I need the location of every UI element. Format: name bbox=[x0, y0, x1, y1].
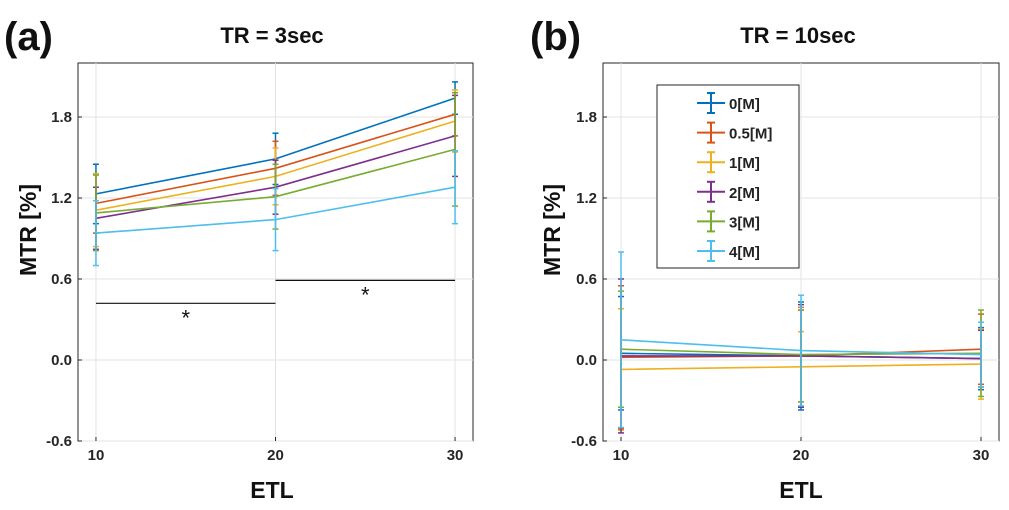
y-tick-label: 1.2 bbox=[51, 190, 72, 207]
y-tick-label: 1.8 bbox=[51, 109, 72, 126]
legend-item: 0.5[M] bbox=[697, 121, 772, 144]
panel-b-title: TR = 10sec bbox=[740, 23, 856, 48]
panel-a-xlabel: ETL bbox=[250, 477, 293, 503]
y-tick-label: 0.0 bbox=[51, 352, 72, 369]
panel-b: (b) TR = 10sec ETL MTR [%] -0.6 0.0 0.6 1.2… bbox=[530, 15, 1000, 503]
x-tick-label: 10 bbox=[88, 447, 105, 464]
y-tick-label: 1.8 bbox=[576, 109, 597, 126]
legend-item: 1[M] bbox=[697, 151, 760, 174]
legend-item: 3[M] bbox=[697, 210, 760, 233]
legend-label: 0[M] bbox=[729, 96, 760, 113]
data-point bbox=[800, 349, 802, 352]
panel-a-label: (a) bbox=[4, 15, 53, 59]
legend-label: 2[M] bbox=[729, 185, 760, 202]
panel-b-xlabel: ETL bbox=[779, 477, 822, 503]
series-4[M] bbox=[92, 150, 459, 267]
significance-star: * bbox=[361, 282, 370, 307]
legend-label: 3[M] bbox=[729, 214, 760, 231]
x-tick-label: 10 bbox=[613, 447, 630, 464]
y-tick-label: -0.6 bbox=[571, 433, 597, 450]
y-tick-label: -0.6 bbox=[46, 433, 72, 450]
series-4[M] bbox=[618, 251, 984, 429]
x-tick-label: 30 bbox=[973, 447, 990, 464]
x-tick-label: 20 bbox=[267, 447, 284, 464]
data-point bbox=[274, 218, 277, 221]
panel-b-series bbox=[618, 251, 984, 434]
panel-a-ylabel: MTR [%] bbox=[15, 184, 41, 276]
significance-star: * bbox=[181, 305, 190, 330]
panel-a: (a) TR = 3sec ETL MTR [%] -0.6 0.0 0.6 1.2 1… bbox=[4, 15, 474, 503]
panel-a-ticks: -0.6 0.0 0.6 1.2 1.8 10 20 30 bbox=[46, 109, 463, 464]
legend-label: 1[M] bbox=[729, 155, 760, 172]
y-tick-label: 0.6 bbox=[51, 271, 72, 288]
legend-item: 0[M] bbox=[697, 92, 760, 114]
data-point bbox=[980, 353, 982, 356]
panel-a-series bbox=[92, 81, 459, 267]
panel-b-legend: 0[M] 0.5[M] 1[M] 2[M] 3[M] 4[M] bbox=[656, 84, 800, 269]
data-point bbox=[95, 232, 97, 234]
panel-a-annotations: ** bbox=[95, 279, 456, 330]
legend-label: 0.5[M] bbox=[729, 126, 772, 143]
data-point bbox=[454, 148, 456, 151]
panel-b-ticks: -0.6 0.0 0.6 1.2 1.8 10 20 30 bbox=[571, 109, 989, 464]
legend-box bbox=[656, 84, 800, 269]
panel-a-title: TR = 3sec bbox=[220, 23, 323, 48]
x-tick-label: 20 bbox=[793, 447, 810, 464]
legend-item: 4[M] bbox=[697, 240, 760, 262]
y-tick-label: 0.6 bbox=[576, 271, 597, 288]
legend-label: 4[M] bbox=[729, 244, 760, 261]
y-tick-label: 0.0 bbox=[576, 352, 597, 369]
panel-b-label: (b) bbox=[530, 15, 581, 59]
legend-item: 2[M] bbox=[697, 180, 760, 203]
data-point bbox=[620, 338, 622, 341]
y-tick-label: 1.2 bbox=[576, 190, 597, 207]
data-point bbox=[454, 186, 456, 188]
x-tick-label: 30 bbox=[447, 447, 464, 464]
panel-b-ylabel: MTR [%] bbox=[539, 184, 565, 276]
